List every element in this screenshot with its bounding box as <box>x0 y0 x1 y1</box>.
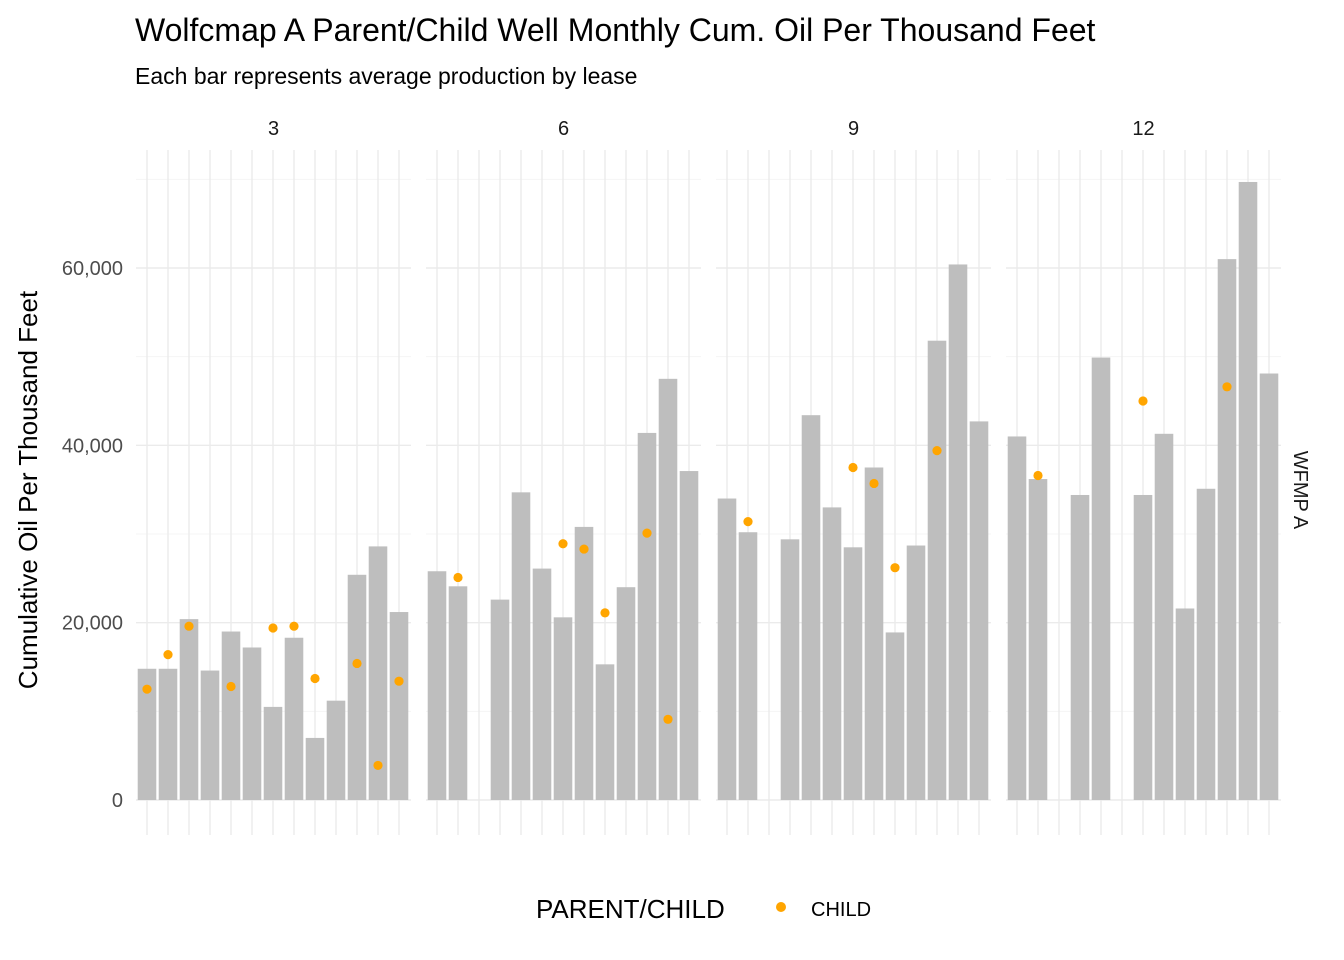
bar <box>511 492 531 800</box>
facet-panel-12: 12 <box>1006 118 1281 835</box>
child-point <box>663 714 673 724</box>
bar <box>158 668 178 800</box>
child-point <box>1033 470 1043 481</box>
bar <box>843 547 863 800</box>
child-point <box>743 516 753 527</box>
bar <box>738 532 758 800</box>
y-axis: 0 20,000 40,000 60,000 <box>62 258 123 812</box>
child-point <box>289 621 299 631</box>
y-tick-label: 40,000 <box>62 435 123 457</box>
child-point <box>932 446 942 456</box>
bar <box>347 574 367 800</box>
bar <box>637 432 657 800</box>
bar <box>574 526 594 800</box>
bar <box>780 539 800 800</box>
bar <box>326 700 346 800</box>
child-point <box>642 528 652 538</box>
bar <box>1175 608 1195 800</box>
facet-panel-9: 9 <box>716 118 991 835</box>
child-point <box>600 608 610 618</box>
bar <box>717 498 737 800</box>
child-point <box>394 676 404 686</box>
bar <box>595 664 615 800</box>
facet-label: 12 <box>1132 118 1154 140</box>
child-point <box>1138 396 1148 406</box>
child-point <box>310 673 320 684</box>
child-point <box>869 478 879 489</box>
bar <box>490 599 510 800</box>
bar <box>885 632 905 800</box>
facet-label: 6 <box>558 118 569 140</box>
bar <box>1070 494 1090 800</box>
bar <box>1091 357 1111 800</box>
bar <box>1028 479 1048 800</box>
child-point <box>142 684 152 694</box>
facet-panel-6: 6 <box>426 118 701 835</box>
y-tick-label: 20,000 <box>62 613 123 635</box>
facet-panels: 3 6 9 12 <box>136 118 1281 835</box>
child-point <box>226 681 236 692</box>
bar <box>906 545 926 800</box>
bar <box>1196 488 1216 800</box>
bar <box>200 670 220 800</box>
bar <box>263 706 283 800</box>
child-point <box>558 539 568 549</box>
child-point <box>163 649 173 660</box>
child-point <box>352 658 362 669</box>
facet-label: 9 <box>848 118 859 140</box>
bar <box>553 617 573 800</box>
bar <box>1217 259 1237 800</box>
bar <box>616 587 636 800</box>
bar <box>1154 433 1174 800</box>
y-tick-label: 0 <box>112 790 123 812</box>
y-axis-title: Cumulative Oil Per Thousand Feet <box>13 290 43 689</box>
y-tick-label: 60,000 <box>62 258 123 280</box>
bar <box>179 619 199 800</box>
bar <box>864 467 884 800</box>
chart-subtitle: Each bar represents average production b… <box>135 63 637 89</box>
child-point <box>848 462 858 473</box>
legend-title: PARENT/CHILD <box>536 894 725 924</box>
bar <box>305 737 325 800</box>
facet-row-label: WFMP A <box>1289 451 1311 530</box>
facet-label: 3 <box>268 118 279 140</box>
bar <box>448 586 468 800</box>
legend-child-label: CHILD <box>811 899 871 921</box>
bar <box>658 378 678 800</box>
child-point <box>1222 382 1232 392</box>
chart-title: Wolfcmap A Parent/Child Well Monthly Cum… <box>135 12 1096 48</box>
legend-child-marker <box>776 902 786 912</box>
bar <box>927 340 947 800</box>
bar <box>1007 436 1027 800</box>
bar <box>822 507 842 800</box>
facet-panel-3: 3 <box>136 118 411 835</box>
bar <box>801 415 821 800</box>
child-point <box>890 563 900 573</box>
bar <box>427 571 447 800</box>
bar <box>389 612 409 800</box>
bar <box>969 421 989 800</box>
child-point <box>453 572 463 583</box>
child-point <box>373 760 383 771</box>
bar <box>1259 373 1279 800</box>
child-point <box>184 621 194 631</box>
bar <box>368 546 388 800</box>
bar <box>1238 181 1258 801</box>
bar <box>221 631 241 800</box>
bar <box>242 647 262 800</box>
child-point <box>579 544 589 554</box>
child-point <box>268 623 278 633</box>
legend: PARENT/CHILD CHILD <box>536 894 871 924</box>
bar <box>137 668 157 800</box>
bar <box>532 568 552 800</box>
bar <box>679 471 699 800</box>
bar <box>284 637 304 800</box>
bar <box>948 264 968 800</box>
bar <box>1133 494 1153 800</box>
